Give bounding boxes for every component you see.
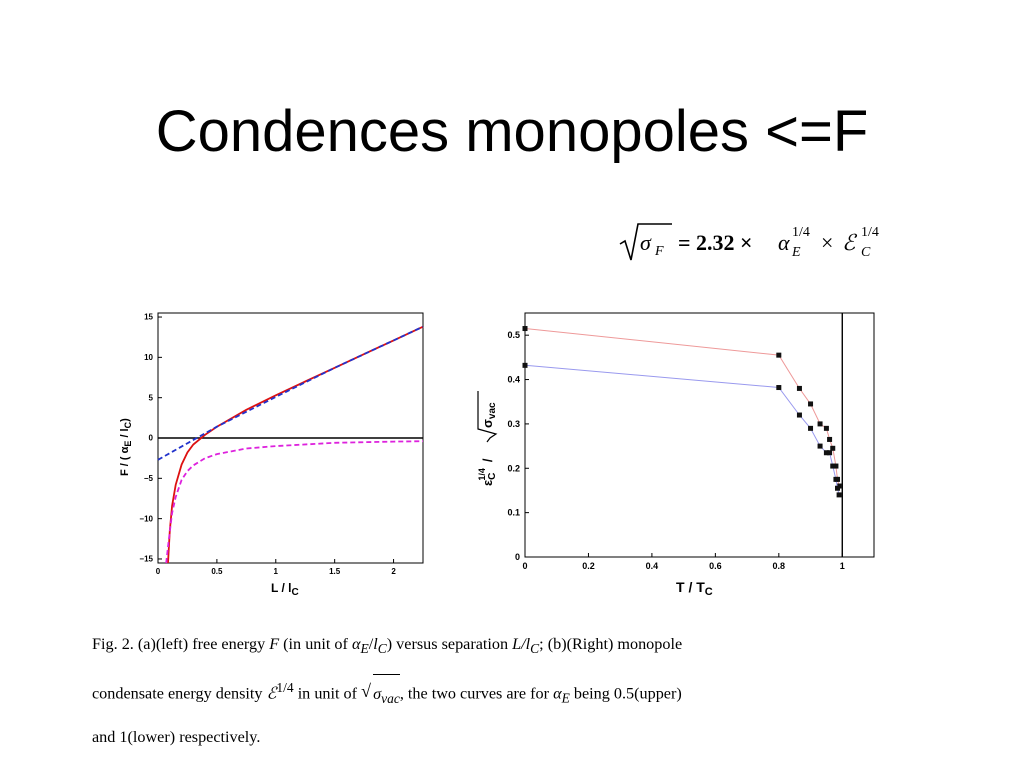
chart-b-ticks: 0 0.2 0.4 0.6 0.8 1 0 0.1 0.2 0.3 0.4 0.5 bbox=[507, 330, 844, 571]
chart-b-series-1-point bbox=[817, 443, 823, 449]
chart-b-y-tick-label: 0.2 bbox=[507, 463, 520, 473]
chart-b-series-1-point bbox=[836, 492, 842, 498]
chart-b-series-1-point bbox=[827, 450, 833, 456]
chart-a-y-tick-label: −5 bbox=[144, 474, 154, 483]
condensate-energy-chart: 0 0.2 0.4 0.6 0.8 1 0 0.1 0.2 0.3 0.4 0.5 T / TC εC… bbox=[477, 312, 875, 598]
chart-b-series-0-point bbox=[796, 385, 802, 391]
caption-line-3: and 1(lower) respectively. bbox=[92, 727, 261, 746]
chart-b-xlabel: T / TC bbox=[676, 579, 713, 598]
chart-b-y-tick-label: 0.1 bbox=[507, 508, 520, 518]
chart-b-series-0-point bbox=[830, 445, 836, 451]
formula-radicand-sub: F bbox=[654, 244, 664, 259]
chart-b-x-tick-label: 0.8 bbox=[773, 561, 786, 571]
chart-b-lines bbox=[522, 313, 843, 557]
chart-b-x-tick-label: 0.4 bbox=[646, 561, 659, 571]
caption-line-1: Fig. 2. (a)(left) free energy F (in unit… bbox=[92, 635, 683, 657]
slide-title: Condences monopoles <=F bbox=[155, 99, 869, 164]
chart-b-y-tick-label: 0.4 bbox=[507, 375, 520, 385]
chart-b-ylabel: εC1/4/ σvac bbox=[477, 391, 498, 486]
chart-a-x-tick-label: 0.5 bbox=[211, 567, 223, 576]
free-energy-chart: 0 0.5 1 1.5 2 −15 −10 −5 0 5 10 15 L / lC F / ( αE … bbox=[119, 312, 424, 598]
formula-times: × bbox=[821, 230, 833, 255]
chart-b-series-1-point bbox=[823, 450, 829, 456]
chart-a-xlabel: L / lC bbox=[271, 581, 299, 598]
chart-b-series-0-point bbox=[827, 436, 833, 442]
figure-caption: Fig. 2. (a)(left) free energy F (in unit… bbox=[92, 625, 922, 757]
chart-a-ticks: 0 0.5 1 1.5 2 −15 −10 −5 0 5 10 15 bbox=[139, 313, 396, 576]
chart-b-series-0-point bbox=[833, 463, 839, 469]
chart-b-series-1-point bbox=[830, 463, 836, 469]
chart-b-series-1-point bbox=[835, 485, 841, 491]
chart-b-y-tick-label: 0.3 bbox=[507, 419, 520, 429]
chart-b-series-0-point bbox=[817, 421, 823, 427]
chart-a-y-tick-label: 5 bbox=[149, 393, 154, 402]
chart-b-series-1-point bbox=[808, 425, 814, 431]
chart-b-series-1-line bbox=[524, 364, 840, 496]
chart-a-y-tick-label: 15 bbox=[144, 313, 153, 322]
formula-eps: ℰ bbox=[842, 230, 858, 255]
chart-a-ylabel: F / ( αE / lC) bbox=[119, 418, 133, 476]
formula-alpha-power: 1/4 bbox=[792, 225, 810, 240]
svg-text:εC1/4/: εC1/4/ bbox=[477, 458, 498, 486]
chart-a-y-tick-label: 10 bbox=[144, 353, 153, 362]
chart-b-series-1-point bbox=[796, 412, 802, 418]
chart-a-x-tick-label: 1 bbox=[274, 567, 279, 576]
formula-eps-sub: C bbox=[861, 245, 871, 260]
chart-b-x-tick-label: 0.2 bbox=[582, 561, 595, 571]
chart-b-series-1-point bbox=[776, 385, 782, 391]
chart-a-lines bbox=[157, 325, 424, 564]
sigma-formula: σ F = 2.32 × α E 1/4 × ℰ C 1/4 bbox=[618, 218, 918, 266]
formula-eps-power: 1/4 bbox=[861, 225, 879, 240]
svg-text:σvac: σvac bbox=[480, 402, 498, 428]
chart-b-y-tick-label: 0.5 bbox=[507, 330, 520, 340]
chart-b-series-1-point bbox=[833, 476, 839, 482]
chart-a-x-tick-label: 1.5 bbox=[329, 567, 341, 576]
formula-alpha-sub: E bbox=[791, 245, 801, 260]
chart-a-y-tick-label: 0 bbox=[149, 434, 154, 443]
chart-b-frame bbox=[524, 312, 875, 558]
caption-line-2: condensate energy density ℰ1/4 in unit o… bbox=[92, 668, 922, 718]
chart-a-series-2-line bbox=[165, 440, 424, 564]
chart-a-x-tick-label: 2 bbox=[391, 567, 396, 576]
chart-b-series-0-point bbox=[808, 401, 814, 407]
chart-b-x-tick-label: 1 bbox=[840, 561, 845, 571]
chart-b-series-0-point bbox=[823, 425, 829, 431]
formula-coefficient: = 2.32 × bbox=[678, 230, 753, 255]
chart-b-series-0-point bbox=[776, 352, 782, 358]
chart-a-x-tick-label: 0 bbox=[156, 567, 161, 576]
chart-b-series-0-line bbox=[524, 328, 840, 487]
chart-a-series-1-line bbox=[157, 325, 424, 461]
formula-alpha: α bbox=[778, 230, 790, 255]
chart-b-series-0-point bbox=[522, 326, 528, 332]
formula-radicand: σ bbox=[640, 230, 652, 255]
chart-b-y-tick-label: 0 bbox=[515, 552, 520, 562]
chart-a-y-tick-label: −10 bbox=[139, 514, 153, 523]
chart-b-series-1-point bbox=[522, 362, 528, 368]
chart-b-x-tick-label: 0.6 bbox=[709, 561, 722, 571]
chart-a-y-tick-label: −15 bbox=[139, 555, 153, 564]
chart-b-x-tick-label: 0 bbox=[522, 561, 527, 571]
